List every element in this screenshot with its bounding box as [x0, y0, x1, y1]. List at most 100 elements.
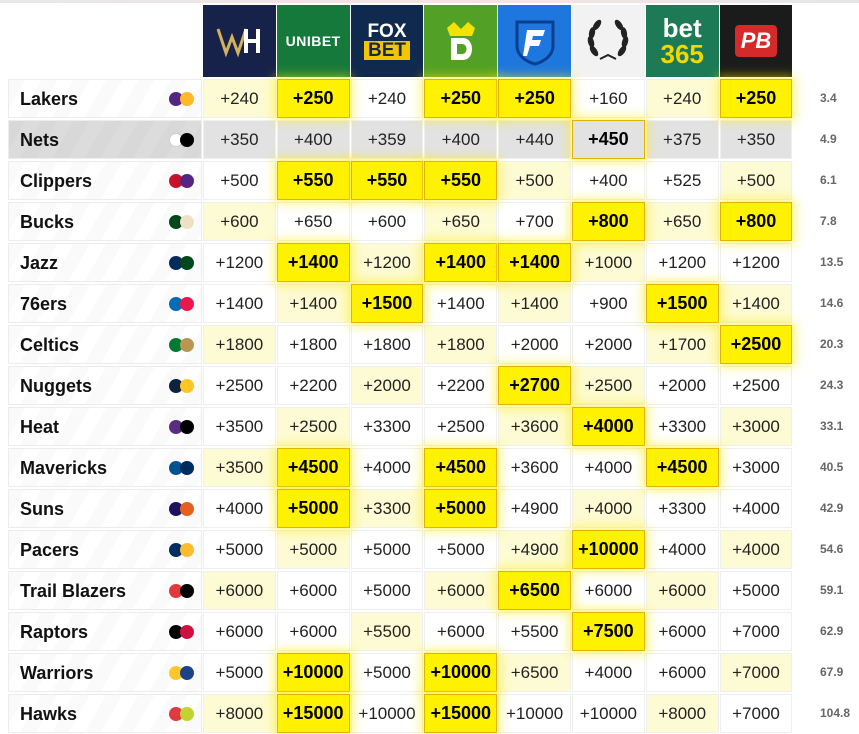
- odds-cell[interactable]: +375: [645, 120, 719, 159]
- odds-cell[interactable]: +600: [350, 202, 424, 241]
- odds-cell[interactable]: +4500: [424, 448, 498, 487]
- odds-cell[interactable]: +350: [719, 120, 793, 159]
- odds-cell[interactable]: +6000: [645, 571, 719, 610]
- odds-cell[interactable]: +3300: [645, 407, 719, 446]
- sportsbook-caesars[interactable]: [571, 5, 645, 77]
- odds-cell[interactable]: +6000: [424, 612, 498, 651]
- odds-cell[interactable]: +1200: [350, 243, 424, 282]
- team-cell[interactable]: Warriors: [8, 653, 202, 692]
- odds-cell[interactable]: +6000: [276, 571, 350, 610]
- odds-cell[interactable]: +1200: [645, 243, 719, 282]
- odds-cell[interactable]: +1400: [203, 284, 276, 323]
- odds-cell[interactable]: +650: [424, 202, 498, 241]
- team-cell[interactable]: Celtics: [8, 325, 202, 364]
- odds-cell[interactable]: +6500: [498, 653, 571, 692]
- odds-cell[interactable]: +400: [276, 120, 350, 159]
- odds-cell[interactable]: +10000: [572, 694, 645, 733]
- odds-cell[interactable]: +3600: [498, 407, 571, 446]
- odds-cell[interactable]: +5000: [276, 530, 350, 569]
- sportsbook-foxbet[interactable]: FOX BET: [350, 5, 424, 77]
- odds-cell[interactable]: +500: [498, 161, 571, 200]
- odds-cell[interactable]: +2000: [350, 366, 424, 405]
- team-cell[interactable]: Mavericks: [8, 448, 202, 487]
- odds-cell[interactable]: +3600: [498, 448, 571, 487]
- team-cell[interactable]: Trail Blazers: [8, 571, 202, 610]
- odds-cell[interactable]: +15000: [276, 694, 350, 733]
- odds-cell[interactable]: +550: [276, 161, 350, 200]
- odds-cell[interactable]: +500: [203, 161, 276, 200]
- odds-cell[interactable]: +7000: [719, 694, 793, 733]
- sportsbook-william-hill[interactable]: [203, 5, 276, 77]
- odds-cell[interactable]: +6000: [276, 612, 350, 651]
- odds-cell[interactable]: +3300: [350, 489, 424, 528]
- odds-cell[interactable]: +2200: [424, 366, 498, 405]
- team-cell[interactable]: Pacers: [8, 530, 202, 569]
- odds-cell[interactable]: +800: [719, 202, 793, 241]
- odds-cell[interactable]: +2700: [498, 366, 571, 405]
- odds-cell[interactable]: +4000: [645, 530, 719, 569]
- odds-cell[interactable]: +450: [572, 120, 645, 159]
- sportsbook-fanduel[interactable]: [498, 5, 571, 77]
- odds-cell[interactable]: +10000: [276, 653, 350, 692]
- odds-cell[interactable]: +525: [645, 161, 719, 200]
- odds-cell[interactable]: +15000: [424, 694, 498, 733]
- odds-cell[interactable]: +1400: [424, 243, 498, 282]
- odds-cell[interactable]: +4000: [719, 489, 793, 528]
- odds-cell[interactable]: +1700: [645, 325, 719, 364]
- odds-cell[interactable]: +4000: [572, 448, 645, 487]
- odds-cell[interactable]: +3300: [350, 407, 424, 446]
- odds-cell[interactable]: +1400: [276, 284, 350, 323]
- odds-cell[interactable]: +5000: [424, 530, 498, 569]
- odds-cell[interactable]: +10000: [350, 694, 424, 733]
- team-cell[interactable]: 76ers: [8, 284, 202, 323]
- odds-cell[interactable]: +2000: [645, 366, 719, 405]
- odds-cell[interactable]: +6000: [424, 571, 498, 610]
- odds-cell[interactable]: +650: [276, 202, 350, 241]
- team-cell[interactable]: Jazz: [8, 243, 202, 282]
- odds-cell[interactable]: +4000: [572, 489, 645, 528]
- odds-cell[interactable]: +10000: [498, 694, 571, 733]
- odds-cell[interactable]: +4500: [645, 448, 719, 487]
- odds-cell[interactable]: +5000: [203, 530, 276, 569]
- odds-cell[interactable]: +500: [719, 161, 793, 200]
- odds-cell[interactable]: +160: [572, 79, 645, 118]
- team-cell[interactable]: Raptors: [8, 612, 202, 651]
- odds-cell[interactable]: +5000: [719, 571, 793, 610]
- sportsbook-pointsbet[interactable]: PB: [719, 5, 793, 77]
- odds-cell[interactable]: +800: [572, 202, 645, 241]
- odds-cell[interactable]: +2000: [572, 325, 645, 364]
- odds-cell[interactable]: +440: [498, 120, 571, 159]
- odds-cell[interactable]: +5000: [350, 571, 424, 610]
- odds-cell[interactable]: +1400: [498, 243, 571, 282]
- odds-cell[interactable]: +6000: [572, 571, 645, 610]
- odds-cell[interactable]: +350: [203, 120, 276, 159]
- odds-cell[interactable]: +4000: [572, 653, 645, 692]
- odds-cell[interactable]: +240: [645, 79, 719, 118]
- odds-cell[interactable]: +7000: [719, 653, 793, 692]
- odds-cell[interactable]: +550: [350, 161, 424, 200]
- odds-cell[interactable]: +6000: [203, 571, 276, 610]
- team-cell[interactable]: Bucks: [8, 202, 202, 241]
- odds-cell[interactable]: +10000: [572, 530, 645, 569]
- odds-cell[interactable]: +900: [572, 284, 645, 323]
- team-cell[interactable]: Heat: [8, 407, 202, 446]
- odds-cell[interactable]: +250: [276, 79, 350, 118]
- odds-cell[interactable]: +5500: [350, 612, 424, 651]
- odds-cell[interactable]: +5000: [350, 653, 424, 692]
- odds-cell[interactable]: +1400: [498, 284, 571, 323]
- odds-cell[interactable]: +4900: [498, 530, 571, 569]
- odds-cell[interactable]: +4000: [350, 448, 424, 487]
- odds-cell[interactable]: +2500: [203, 366, 276, 405]
- odds-cell[interactable]: +650: [645, 202, 719, 241]
- odds-cell[interactable]: +5500: [498, 612, 571, 651]
- odds-cell[interactable]: +1500: [645, 284, 719, 323]
- odds-cell[interactable]: +3300: [645, 489, 719, 528]
- sportsbook-unibet[interactable]: UNIBET: [276, 5, 350, 77]
- odds-cell[interactable]: +2500: [276, 407, 350, 446]
- odds-cell[interactable]: +3500: [203, 407, 276, 446]
- odds-cell[interactable]: +2500: [572, 366, 645, 405]
- odds-cell[interactable]: +1500: [350, 284, 424, 323]
- odds-cell[interactable]: +1400: [719, 284, 793, 323]
- odds-cell[interactable]: +4000: [203, 489, 276, 528]
- odds-cell[interactable]: +1000: [572, 243, 645, 282]
